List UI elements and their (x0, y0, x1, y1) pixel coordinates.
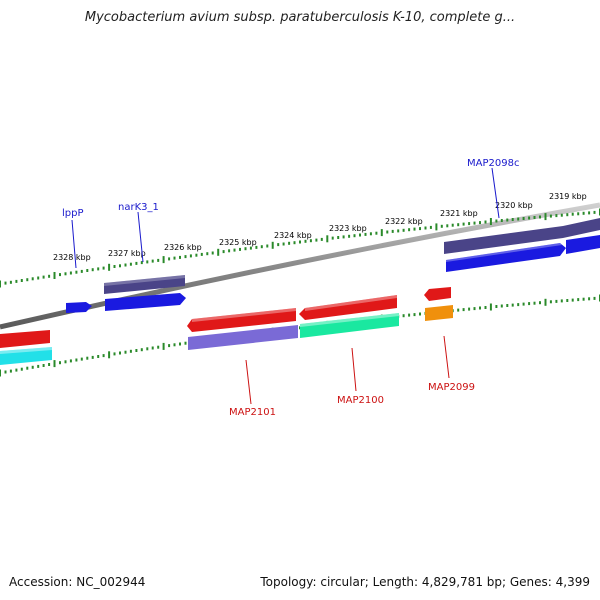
gene-label-lppP[interactable]: lppP (62, 208, 84, 219)
gene-feature-lppP[interactable] (66, 302, 92, 313)
feature-highlight (104, 275, 185, 286)
kbp-label: 2328 kbp (53, 253, 91, 262)
backbone (0, 202, 600, 330)
kbp-label: 2320 kbp (495, 201, 533, 210)
kbp-label: 2319 kbp (549, 192, 587, 201)
gene-feature-MAP2101-cds[interactable] (188, 325, 298, 350)
gene-feature-MAP2099[interactable] (424, 287, 451, 301)
gene-feature-narK3_1-cds[interactable] (105, 293, 186, 311)
kbp-label: 2324 kbp (274, 231, 312, 240)
gene-feature-left-cyan[interactable] (0, 347, 52, 365)
feature-highlight (0, 347, 52, 354)
kbp-scale: 2328 kbp 2327 kbp 2326 kbp 2325 kbp 2324… (53, 192, 587, 262)
reverse-features (0, 287, 453, 365)
feature-highlight (300, 313, 399, 327)
gene-feature-MAP2098c-cds[interactable] (446, 243, 566, 272)
leader-line-narK3_1 (137, 211, 144, 263)
forward-features (66, 218, 600, 313)
kbp-label: 2322 kbp (385, 217, 423, 226)
gene-label-group: lppP narK3_1 MAP2098c MAP2101 MAP2100 MA… (62, 158, 519, 418)
gene-feature-left-red[interactable] (0, 330, 50, 348)
leader-line-lppP (71, 219, 77, 269)
kbp-label: 2321 kbp (440, 209, 478, 218)
gene-feature-MAP2101[interactable] (187, 308, 296, 332)
leader-line-MAP2099 (443, 335, 450, 379)
map-title: Mycobacterium avium subsp. paratuberculo… (84, 10, 516, 25)
gene-label-MAP2099[interactable]: MAP2099 (428, 382, 475, 393)
feature-highlight (305, 295, 397, 311)
gene-feature-MAP2100[interactable] (299, 295, 397, 320)
gene-feature-MAP2099-cds[interactable] (425, 305, 453, 321)
gene-feature-MAP2100-cds[interactable] (300, 313, 399, 338)
topology-text: Topology: circular; Length: 4,829,781 bp… (260, 575, 590, 589)
gene-label-narK3_1[interactable]: narK3_1 (118, 202, 159, 213)
kbp-label: 2323 kbp (329, 224, 367, 233)
gene-feature-narK3_1[interactable] (104, 275, 185, 294)
kbp-label: 2326 kbp (164, 243, 202, 252)
feature-highlight (446, 243, 562, 262)
gene-feature-next[interactable] (563, 218, 600, 238)
leader-line-MAP2098c (491, 167, 500, 219)
gene-feature-next-cds[interactable] (566, 235, 600, 254)
feature-highlight (192, 308, 296, 322)
gene-feature-MAP2098c[interactable] (444, 226, 563, 254)
kbp-label: 2327 kbp (108, 249, 146, 258)
leader-line-MAP2100 (351, 347, 357, 392)
accession-text: Accession: NC_002944 (9, 575, 146, 589)
gene-label-MAP2101[interactable]: MAP2101 (229, 407, 276, 418)
gene-label-MAP2098c[interactable]: MAP2098c (467, 158, 519, 169)
leader-line-MAP2101 (245, 359, 252, 405)
kbp-label: 2325 kbp (219, 238, 257, 247)
leader-lines (71, 167, 500, 405)
forward-tick-row (0, 208, 600, 288)
gene-label-MAP2100[interactable]: MAP2100 (337, 395, 384, 406)
